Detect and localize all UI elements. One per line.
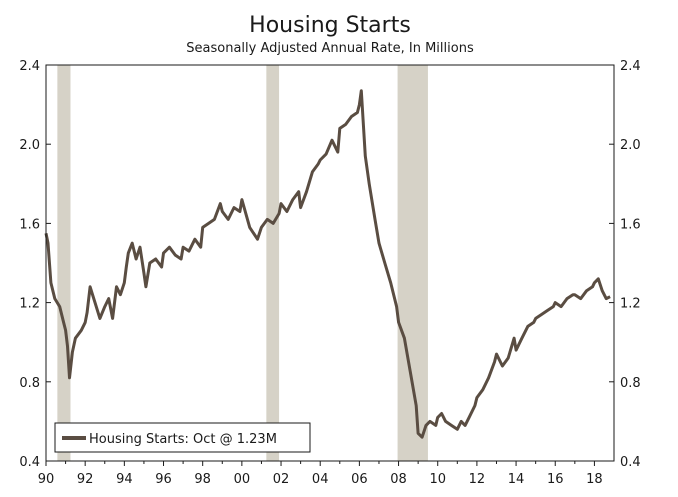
y-tick-label-left: 1.6	[19, 217, 40, 232]
series-lines	[44, 89, 611, 439]
legend-label: Housing Starts: Oct @ 1.23M	[89, 432, 277, 447]
x-tick-label: 14	[508, 472, 525, 487]
x-tick-label: 94	[116, 472, 133, 487]
x-tick-label: 10	[429, 472, 446, 487]
plot-frame	[45, 64, 615, 462]
y-tick-label-right: 1.6	[620, 217, 641, 232]
recession-band	[266, 65, 280, 461]
recession-band	[397, 65, 428, 461]
x-tick-label: 12	[469, 472, 486, 487]
y-tick-label-left: 0.8	[19, 376, 40, 391]
y-tick-label-right: 2.4	[620, 59, 641, 74]
chart-title: Housing Starts	[249, 13, 411, 38]
legend: Housing Starts: Oct @ 1.23M	[54, 422, 311, 453]
y-tick-label-left: 2.0	[19, 138, 40, 153]
x-tick-label: 16	[547, 472, 564, 487]
recession-bands	[57, 65, 428, 461]
chart-subtitle: Seasonally Adjusted Annual Rate, In Mill…	[186, 41, 474, 56]
x-tick-label: 00	[234, 472, 251, 487]
y-tick-label-left: 1.2	[19, 297, 40, 312]
y-tick-label-right: 1.2	[620, 297, 641, 312]
y-tick-label-right: 0.8	[620, 376, 641, 391]
legend-box	[54, 422, 311, 453]
x-tick-label: 92	[77, 472, 94, 487]
x-tick-label: 90	[38, 472, 55, 487]
x-tick-label: 04	[312, 472, 329, 487]
axes: 2.4 2.4 2.0 2.0 1.6 1.6 1.2 1.2 0.8 0.8 0.4 0.4 90 92…	[19, 59, 640, 487]
x-tick-label: 08	[390, 472, 407, 487]
x-tick-label: 06	[351, 472, 368, 487]
series-line	[44, 89, 611, 439]
x-tick-label: 18	[586, 472, 603, 487]
y-tick-label-left: 0.4	[19, 455, 40, 470]
y-tick-label-left: 2.4	[19, 59, 40, 74]
y-tick-label-right: 0.4	[620, 455, 641, 470]
y-tick-label-right: 2.0	[620, 138, 641, 153]
x-tick-label: 96	[155, 472, 172, 487]
recession-band	[57, 65, 71, 461]
x-tick-label: 02	[273, 472, 290, 487]
x-tick-label: 98	[194, 472, 211, 487]
